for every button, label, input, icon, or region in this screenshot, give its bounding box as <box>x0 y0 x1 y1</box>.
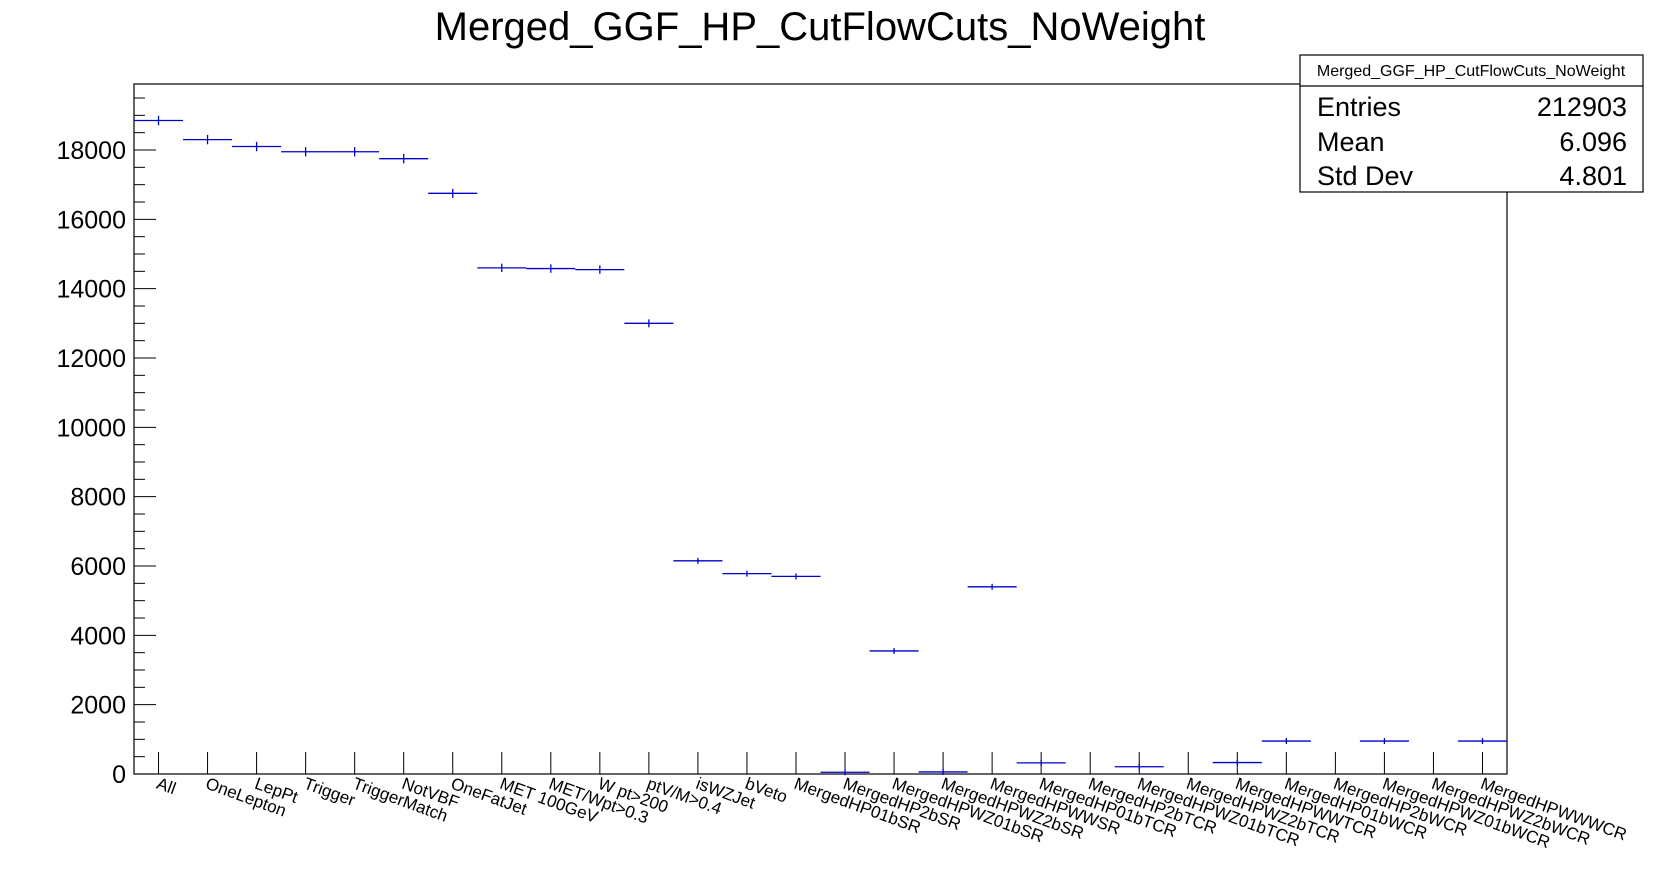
bin-bVeto <box>722 570 772 577</box>
bin-MergedHPWWWCR <box>1457 738 1507 745</box>
bin-ptV/M>0.4 <box>624 319 674 328</box>
y-tick-label: 2000 <box>70 692 126 720</box>
y-tick-label: 8000 <box>70 484 126 512</box>
stats-box: Merged_GGF_HP_CutFlowCuts_NoWeight Entri… <box>1299 54 1644 193</box>
bin-All <box>134 115 184 126</box>
chart-title: Merged_GGF_HP_CutFlowCuts_NoWeight <box>435 5 1206 49</box>
stats-mean-label: Mean <box>1317 127 1385 157</box>
y-tick-label: 10000 <box>56 414 126 442</box>
stats-stddev-label: Std Dev <box>1317 161 1414 191</box>
y-tick-label: 14000 <box>56 276 126 304</box>
bin-OneLepton <box>183 134 233 145</box>
bin-LepPt <box>232 141 282 152</box>
stats-box-frame <box>1299 54 1644 193</box>
bin-NotVBF <box>379 154 429 164</box>
bin-MergedHP2bSR <box>820 769 870 776</box>
bin-MergedHP01bWCR <box>1261 738 1311 745</box>
y-tick-label: 4000 <box>70 622 126 650</box>
stats-mean-value: 6.096 <box>1559 127 1627 157</box>
y-tick-label: 18000 <box>56 137 126 165</box>
bin-W pt>200 <box>575 265 625 274</box>
bin-MET/Wpt>0.3 <box>526 264 576 273</box>
y-tick-label: 12000 <box>56 345 126 373</box>
bin-OneFatJet <box>428 188 478 198</box>
bin-MET 100GeV <box>477 263 527 273</box>
bin-MergedHP01bTCR <box>1016 759 1066 766</box>
bin-MergedHPWWSR <box>967 583 1017 590</box>
plot-frame <box>133 83 1508 775</box>
bin-isWZJet <box>673 557 723 564</box>
stats-box-title: Merged_GGF_HP_CutFlowCuts_NoWeight <box>1317 63 1626 80</box>
bin-MergedHPWZ01bSR <box>869 647 919 654</box>
y-tick-label: 0 <box>112 761 126 789</box>
stats-entries-label: Entries <box>1317 92 1401 122</box>
x-axis <box>158 752 1483 774</box>
bin-MergedHP01bSR <box>771 573 821 580</box>
y-tick-label: 16000 <box>56 206 126 234</box>
y-tick-label: 6000 <box>70 553 126 581</box>
bin-MergedHPWZ2bSR <box>918 768 968 775</box>
y-axis: 0 2000 4000 6000 8000 10000 12000 14000 16000 180… <box>56 97 156 789</box>
bin-MergedHPWWTCR <box>1212 759 1262 766</box>
bin-Trigger <box>281 147 331 157</box>
stats-entries-value: 212903 <box>1537 92 1627 122</box>
histogram-bins <box>134 115 1507 776</box>
bin-TriggerMatch <box>330 147 380 157</box>
bin-MergedHPWZ01bWCR <box>1359 738 1409 745</box>
bin-MergedHPWZ01bTCR <box>1114 763 1164 770</box>
stats-stddev-value: 4.801 <box>1559 161 1627 191</box>
